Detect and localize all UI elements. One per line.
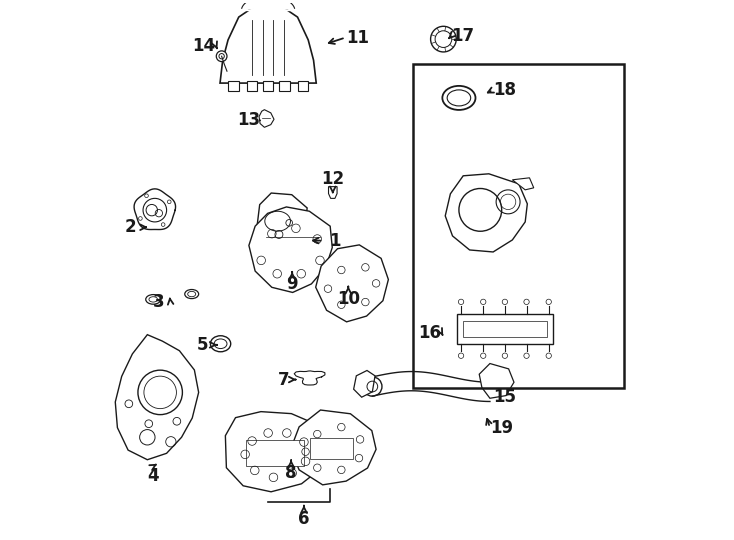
Bar [228,81,239,91]
Polygon shape [479,363,514,399]
Text: 19: 19 [490,418,513,437]
Polygon shape [220,4,316,83]
Text: 16: 16 [418,323,441,341]
Circle shape [217,51,227,62]
Text: 8: 8 [286,464,297,482]
Polygon shape [291,410,376,485]
Text: 14: 14 [192,37,216,55]
Text: 3: 3 [153,293,164,311]
Ellipse shape [146,295,161,304]
Text: 18: 18 [493,81,517,99]
Text: 5: 5 [197,336,208,354]
Text: 2: 2 [125,218,137,236]
Bar [457,314,553,344]
Text: 4: 4 [148,467,159,485]
Text: 17: 17 [451,27,475,45]
Polygon shape [241,0,294,10]
Polygon shape [256,193,307,251]
Text: 7: 7 [277,370,289,389]
Bar [297,81,308,91]
Circle shape [363,377,382,396]
Polygon shape [249,207,333,293]
Polygon shape [259,110,274,127]
Polygon shape [354,370,375,397]
Bar [279,81,289,91]
Bar [246,440,304,465]
Text: 1: 1 [329,232,341,249]
Bar [462,321,548,337]
Ellipse shape [443,86,476,110]
Polygon shape [446,174,527,252]
Circle shape [435,31,451,48]
Text: 11: 11 [346,29,369,46]
Text: 9: 9 [286,275,298,293]
Polygon shape [329,187,337,198]
Polygon shape [512,178,534,190]
Polygon shape [115,335,199,460]
Bar [247,81,258,91]
Text: 13: 13 [237,111,260,130]
Polygon shape [294,371,325,385]
Ellipse shape [211,336,230,352]
Circle shape [431,26,457,52]
Polygon shape [134,189,175,230]
Ellipse shape [185,289,199,299]
Polygon shape [225,411,327,492]
Text: 6: 6 [298,510,310,528]
Text: 10: 10 [337,291,360,308]
Bar [413,64,624,388]
Text: 12: 12 [321,170,344,188]
Bar [310,438,352,458]
Polygon shape [316,245,388,322]
Bar [263,81,274,91]
Text: 15: 15 [493,388,517,406]
